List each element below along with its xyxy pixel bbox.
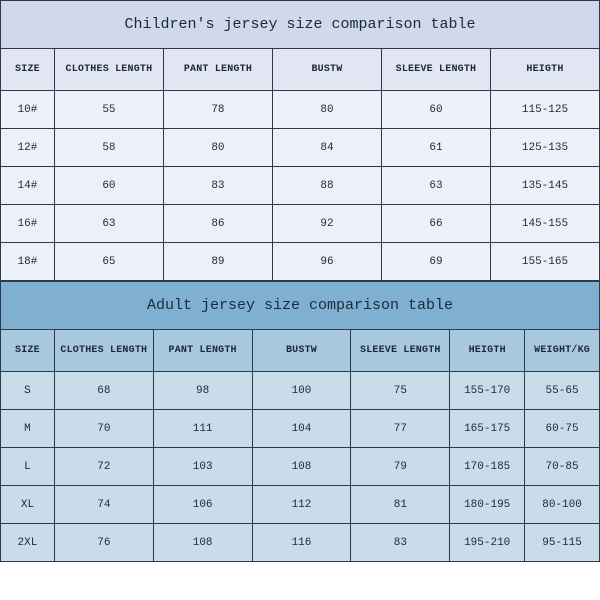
cell: 115-125	[490, 91, 599, 129]
table-row: 14# 60 83 88 63 135-145	[1, 167, 600, 205]
cell: 84	[272, 129, 381, 167]
cell-size: 16#	[1, 205, 55, 243]
col-pant-length: PANT LENGTH	[153, 330, 252, 372]
cell: 60	[381, 91, 490, 129]
col-heigth: HEIGTH	[450, 330, 525, 372]
cell-size: 10#	[1, 91, 55, 129]
col-clothes-length: CLOTHES LENGTH	[54, 330, 153, 372]
cell: 86	[163, 205, 272, 243]
table-row: S 68 98 100 75 155-170 55-65	[1, 372, 600, 410]
cell: 116	[252, 524, 351, 562]
cell: 104	[252, 410, 351, 448]
cell: 88	[272, 167, 381, 205]
cell: 70-85	[525, 448, 600, 486]
cell: 89	[163, 243, 272, 281]
cell: 75	[351, 372, 450, 410]
col-bustw: BUSTW	[272, 49, 381, 91]
table-row: 10# 55 78 80 60 115-125	[1, 91, 600, 129]
cell-size: S	[1, 372, 55, 410]
cell: 78	[163, 91, 272, 129]
children-title-row: Children's jersey size comparison table	[1, 1, 600, 49]
cell: 106	[153, 486, 252, 524]
table-row: 2XL 76 108 116 83 195-210 95-115	[1, 524, 600, 562]
cell: 98	[153, 372, 252, 410]
col-heigth: HEIGTH	[490, 49, 599, 91]
col-weight: WEIGHT/KG	[525, 330, 600, 372]
table-row: 16# 63 86 92 66 145-155	[1, 205, 600, 243]
cell: 81	[351, 486, 450, 524]
cell: 63	[381, 167, 490, 205]
col-size: SIZE	[1, 49, 55, 91]
cell: 55-65	[525, 372, 600, 410]
children-header-row: SIZE CLOTHES LENGTH PANT LENGTH BUSTW SL…	[1, 49, 600, 91]
cell: 79	[351, 448, 450, 486]
cell: 70	[54, 410, 153, 448]
cell: 72	[54, 448, 153, 486]
cell-size: XL	[1, 486, 55, 524]
col-sleeve-length: SLEEVE LENGTH	[351, 330, 450, 372]
cell-size: 18#	[1, 243, 55, 281]
cell: 80	[163, 129, 272, 167]
cell: 96	[272, 243, 381, 281]
adult-title: Adult jersey size comparison table	[1, 282, 600, 330]
cell: 125-135	[490, 129, 599, 167]
table-row: M 70 111 104 77 165-175 60-75	[1, 410, 600, 448]
cell: 60-75	[525, 410, 600, 448]
col-pant-length: PANT LENGTH	[163, 49, 272, 91]
adult-title-row: Adult jersey size comparison table	[1, 282, 600, 330]
cell: 58	[54, 129, 163, 167]
cell: 112	[252, 486, 351, 524]
cell: 80-100	[525, 486, 600, 524]
cell-size: 14#	[1, 167, 55, 205]
cell: 66	[381, 205, 490, 243]
col-size: SIZE	[1, 330, 55, 372]
adult-header-row: SIZE CLOTHES LENGTH PANT LENGTH BUSTW SL…	[1, 330, 600, 372]
cell: 100	[252, 372, 351, 410]
cell-size: 12#	[1, 129, 55, 167]
cell: 195-210	[450, 524, 525, 562]
cell: 95-115	[525, 524, 600, 562]
cell-size: L	[1, 448, 55, 486]
cell: 55	[54, 91, 163, 129]
cell: 170-185	[450, 448, 525, 486]
cell: 145-155	[490, 205, 599, 243]
cell: 80	[272, 91, 381, 129]
cell: 77	[351, 410, 450, 448]
cell: 111	[153, 410, 252, 448]
cell: 83	[163, 167, 272, 205]
table-row: 18# 65 89 96 69 155-165	[1, 243, 600, 281]
cell: 69	[381, 243, 490, 281]
cell: 65	[54, 243, 163, 281]
col-bustw: BUSTW	[252, 330, 351, 372]
cell: 63	[54, 205, 163, 243]
cell: 60	[54, 167, 163, 205]
cell-size: M	[1, 410, 55, 448]
cell: 76	[54, 524, 153, 562]
children-title: Children's jersey size comparison table	[1, 1, 600, 49]
cell: 92	[272, 205, 381, 243]
cell: 108	[252, 448, 351, 486]
cell: 155-165	[490, 243, 599, 281]
table-row: 12# 58 80 84 61 125-135	[1, 129, 600, 167]
cell: 61	[381, 129, 490, 167]
cell-size: 2XL	[1, 524, 55, 562]
cell: 103	[153, 448, 252, 486]
cell: 68	[54, 372, 153, 410]
col-clothes-length: CLOTHES LENGTH	[54, 49, 163, 91]
cell: 155-170	[450, 372, 525, 410]
cell: 135-145	[490, 167, 599, 205]
table-row: XL 74 106 112 81 180-195 80-100	[1, 486, 600, 524]
table-row: L 72 103 108 79 170-185 70-85	[1, 448, 600, 486]
children-size-table: Children's jersey size comparison table …	[0, 0, 600, 281]
adult-size-table: Adult jersey size comparison table SIZE …	[0, 281, 600, 562]
cell: 165-175	[450, 410, 525, 448]
col-sleeve-length: SLEEVE LENGTH	[381, 49, 490, 91]
cell: 83	[351, 524, 450, 562]
cell: 74	[54, 486, 153, 524]
cell: 180-195	[450, 486, 525, 524]
cell: 108	[153, 524, 252, 562]
